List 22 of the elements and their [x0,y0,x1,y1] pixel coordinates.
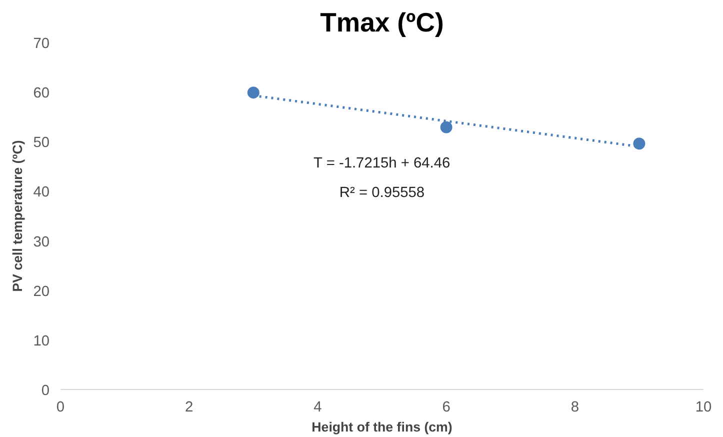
y-tick-label: 30 [33,234,50,250]
point [440,121,452,134]
x-tick-label: 0 [56,400,65,416]
x-tick-label: 2 [185,400,194,416]
point [633,138,646,150]
y-tick-label: 0 [41,383,50,399]
y-axis-title: PV cell temperature (ºC) [10,140,26,292]
annotation: R² = 0.95558 [339,185,425,202]
y-tick-label: 10 [33,333,50,350]
y-tick-label: 60 [33,86,50,102]
x-tick-label: 8 [570,400,579,416]
annotation: T = -1.7215h + 64.46 [314,155,450,172]
x-tick-label: 6 [442,400,450,416]
y-tick-label: 40 [33,184,50,201]
x-axis-title: Height of the fins (cm) [312,420,452,434]
y-tick-label: 20 [33,284,50,300]
chart-title: Tmax (ºC) [320,8,444,38]
x-tick-label: 10 [695,400,712,416]
y-tick-label: 50 [33,135,50,152]
point [247,86,260,99]
x-tick-label: 4 [314,400,322,416]
y-tick-label: 70 [33,36,50,52]
